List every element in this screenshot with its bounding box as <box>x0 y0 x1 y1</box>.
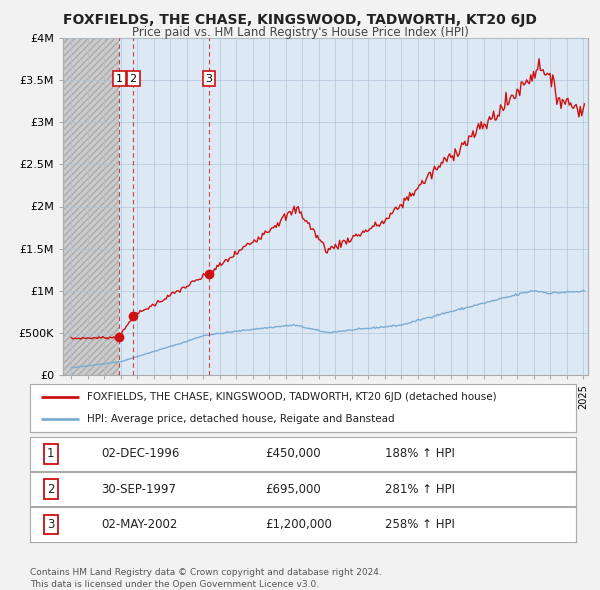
Text: 188% ↑ HPI: 188% ↑ HPI <box>385 447 455 460</box>
Text: 02-DEC-1996: 02-DEC-1996 <box>101 447 179 460</box>
Text: 1: 1 <box>116 74 123 84</box>
Bar <box>63 38 119 375</box>
Text: 3: 3 <box>47 518 55 531</box>
Text: 30-SEP-1997: 30-SEP-1997 <box>101 483 176 496</box>
Text: Price paid vs. HM Land Registry's House Price Index (HPI): Price paid vs. HM Land Registry's House … <box>131 26 469 39</box>
Text: 02-MAY-2002: 02-MAY-2002 <box>101 518 178 531</box>
Text: FOXFIELDS, THE CHASE, KINGSWOOD, TADWORTH, KT20 6JD (detached house): FOXFIELDS, THE CHASE, KINGSWOOD, TADWORT… <box>88 392 497 402</box>
Text: 2: 2 <box>47 483 55 496</box>
Text: FOXFIELDS, THE CHASE, KINGSWOOD, TADWORTH, KT20 6JD: FOXFIELDS, THE CHASE, KINGSWOOD, TADWORT… <box>63 13 537 27</box>
Text: £695,000: £695,000 <box>265 483 320 496</box>
Text: £1,200,000: £1,200,000 <box>265 518 332 531</box>
Text: 3: 3 <box>205 74 212 84</box>
Text: 258% ↑ HPI: 258% ↑ HPI <box>385 518 455 531</box>
Text: 281% ↑ HPI: 281% ↑ HPI <box>385 483 455 496</box>
Text: Contains HM Land Registry data © Crown copyright and database right 2024.
This d: Contains HM Land Registry data © Crown c… <box>30 568 382 589</box>
Text: 2: 2 <box>130 74 137 84</box>
Text: £450,000: £450,000 <box>265 447 320 460</box>
Text: HPI: Average price, detached house, Reigate and Banstead: HPI: Average price, detached house, Reig… <box>88 414 395 424</box>
Text: 1: 1 <box>47 447 55 460</box>
